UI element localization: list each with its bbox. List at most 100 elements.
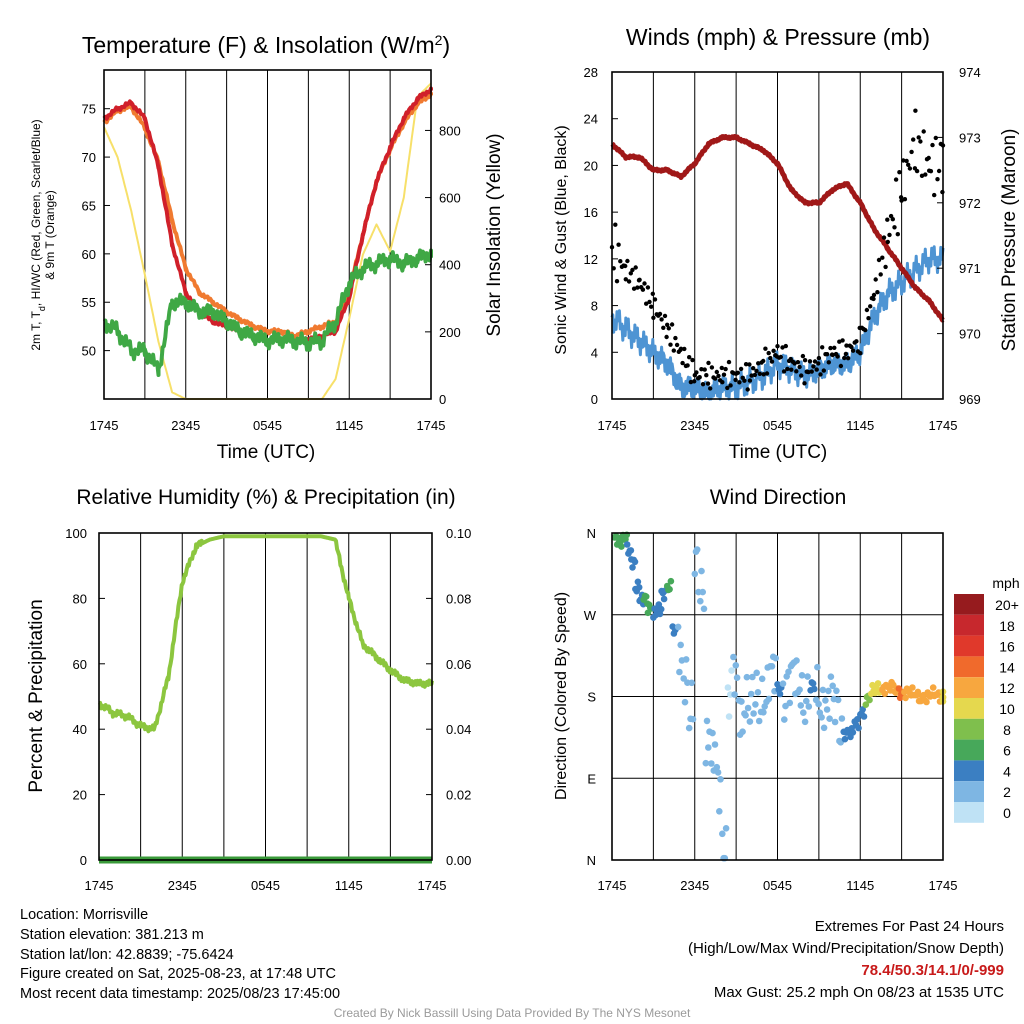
gust-point xyxy=(680,360,685,366)
gust-point xyxy=(871,292,877,298)
gust-point xyxy=(662,313,668,319)
direction-point xyxy=(676,668,683,676)
y-tick-label: 28 xyxy=(584,65,598,80)
gust-point xyxy=(668,342,673,347)
gust-point xyxy=(630,267,635,273)
gust-point xyxy=(902,197,908,202)
direction-point xyxy=(719,830,726,838)
gust-point xyxy=(885,239,890,245)
gust-point xyxy=(811,364,816,369)
gust-point xyxy=(858,351,863,356)
direction-point xyxy=(776,690,784,698)
humidity-panel: Relative Humidity (%) & Precipitation (i… xyxy=(26,486,471,893)
direction-point xyxy=(746,718,754,725)
gust-point xyxy=(650,291,655,296)
direction-point xyxy=(743,673,751,681)
direction-point xyxy=(623,541,631,548)
direction-point xyxy=(685,724,693,732)
direction-point xyxy=(738,698,745,705)
colorbar-swatch xyxy=(954,614,984,636)
gust-point xyxy=(802,381,807,386)
direction-point xyxy=(860,713,868,720)
recent-timestamp: Most recent data timestamp: 2025/08/23 1… xyxy=(20,986,341,1003)
gust-point xyxy=(901,158,906,163)
gust-point xyxy=(904,158,909,164)
gust-point xyxy=(754,368,759,374)
gust-point xyxy=(837,339,842,344)
gust-point xyxy=(631,286,637,291)
direction-point xyxy=(874,680,882,687)
gust-point xyxy=(671,348,676,353)
y-tick-label: 100 xyxy=(65,526,87,541)
y-tick-label: 60 xyxy=(82,247,96,262)
y-tick-label: 12 xyxy=(584,252,598,267)
colorbar-label: 12 xyxy=(999,680,1015,696)
colorbar-label: 6 xyxy=(1003,743,1011,759)
gust-point xyxy=(737,380,742,385)
gust-point xyxy=(747,362,752,367)
direction-point xyxy=(841,735,849,743)
gust-point xyxy=(625,258,630,264)
gust-point xyxy=(835,354,840,359)
colorbar-label: 0 xyxy=(1003,805,1011,821)
direction-point xyxy=(691,570,699,578)
x-tick-label: 1145 xyxy=(335,878,363,893)
gust-point xyxy=(799,373,804,378)
direction-point xyxy=(733,674,741,681)
colorbar-swatch xyxy=(954,802,984,823)
gust-point xyxy=(735,370,740,375)
colorbar-swatch xyxy=(954,698,984,719)
gust-point xyxy=(832,345,837,350)
direction-point xyxy=(642,593,650,600)
y2-tick-label: 973 xyxy=(959,130,981,145)
gust-point xyxy=(875,290,880,295)
direction-point xyxy=(744,704,752,712)
direction-point xyxy=(809,680,817,687)
direction-point xyxy=(677,641,684,649)
direction-point xyxy=(804,673,811,680)
gust-point xyxy=(719,365,724,371)
gust-point xyxy=(809,369,814,374)
gust-point xyxy=(876,257,882,263)
gust-point xyxy=(665,322,670,327)
extremes-subtitle: (High/Low/Max Wind/Precipitation/Snow De… xyxy=(688,940,1004,957)
direction-tick-label: N xyxy=(587,526,596,541)
gust-point xyxy=(705,381,711,386)
gust-point xyxy=(651,315,656,320)
gust-point xyxy=(923,172,928,177)
colorbar-swatch xyxy=(954,635,984,657)
gust-point xyxy=(720,380,725,385)
gust-point xyxy=(781,369,787,374)
gust-point xyxy=(933,135,938,141)
direction-point xyxy=(819,686,827,694)
direction-point xyxy=(811,685,818,693)
gust-point xyxy=(881,235,887,240)
colorbar-label: 10 xyxy=(999,701,1015,717)
direction-point xyxy=(724,684,732,691)
direction-point xyxy=(793,657,800,664)
wind-direction-ylabel: Direction (Colored By Speed) xyxy=(553,592,570,800)
gust-point xyxy=(633,265,638,270)
colorbar-label: 8 xyxy=(1003,722,1011,738)
colorbar-label: 20+ xyxy=(995,597,1019,613)
direction-point xyxy=(902,694,909,702)
gust-point xyxy=(926,155,931,161)
direction-point xyxy=(814,663,821,671)
meteogram-figure: Temperature (F) & Insolation (W/m2) 1745… xyxy=(26,24,1020,893)
gust-point xyxy=(873,277,878,282)
gust-point xyxy=(726,359,732,365)
y-tick-label: 0 xyxy=(591,392,598,407)
gust-point xyxy=(919,173,925,178)
gust-point xyxy=(794,369,799,374)
direction-point xyxy=(699,588,706,596)
direction-point xyxy=(853,716,861,723)
x-tick-label: 1745 xyxy=(929,878,958,893)
direction-point xyxy=(709,729,716,737)
direction-point xyxy=(768,663,776,670)
gust-point xyxy=(673,335,678,341)
gust-point xyxy=(849,344,854,350)
direction-point xyxy=(728,667,735,674)
y-tick-label: 70 xyxy=(82,150,96,165)
gust-point xyxy=(768,355,773,361)
y2-tick-label: 200 xyxy=(439,325,461,340)
